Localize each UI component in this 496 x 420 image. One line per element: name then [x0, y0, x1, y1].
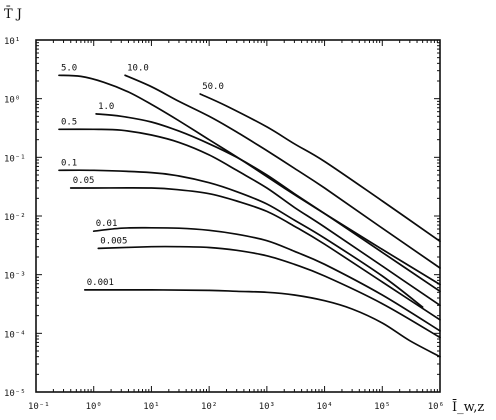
y-tick-label: 10⁻³: [4, 272, 26, 282]
curve-labels: 5.0 10.0 50.0 1.0 0.5 0.1 0.05 0.01 0.005 0.001: [61, 63, 224, 288]
y-tick-labels: 10¹ 10⁰ 10⁻¹ 10⁻² 10⁻³ 10⁻⁴ 10⁻⁵: [4, 37, 26, 399]
curve-label: 50.0: [202, 82, 224, 92]
y-tick-label: 10¹: [4, 37, 20, 47]
x-tick-label: 10²: [201, 402, 217, 412]
curve-label: 0.5: [61, 117, 77, 127]
curve-0-5: [58, 128, 441, 307]
x-tick-label: 10³: [259, 402, 275, 412]
x-tick-label: 10⁵: [374, 402, 390, 412]
curve-50-0: [199, 93, 441, 243]
curve-1-0: [95, 113, 441, 293]
axis-ticks: [35, 39, 441, 393]
curve-10-0: [124, 74, 441, 269]
curve-0-001: [83, 289, 441, 358]
x-tick-label: 10⁶: [428, 402, 444, 412]
x-tick-label: 10⁰: [86, 402, 102, 412]
curve-0-01: [92, 226, 441, 332]
curve-label: 0.1: [61, 158, 77, 168]
curves: [58, 74, 441, 358]
curve-label: 0.01: [96, 219, 118, 229]
y-tick-label: 10⁻¹: [4, 154, 26, 164]
x-tick-label: 10⁻¹: [28, 402, 50, 412]
curve-label: 0.001: [87, 278, 114, 288]
curve-label: 0.05: [73, 176, 95, 186]
y-tick-label: 10⁻⁴: [4, 330, 26, 340]
plot-frame: [35, 39, 441, 393]
y-tick-label: 10⁻²: [4, 213, 26, 223]
x-tick-label: 10⁴: [316, 402, 332, 412]
x-tick-labels: 10⁻¹ 10⁰ 10¹ 10² 10³ 10⁴ 10⁵ 10⁶: [28, 402, 444, 412]
curve-label: 1.0: [98, 102, 114, 112]
curve-0-005: [97, 245, 441, 339]
curve-label: 10.0: [127, 63, 149, 73]
curve-label: 0.005: [100, 236, 127, 246]
y-axis-label: T̄ J: [4, 6, 22, 22]
x-axis-label: Ī_w,z: [452, 399, 484, 415]
curve-0-05: [69, 187, 441, 321]
y-tick-label: 10⁻⁵: [4, 389, 26, 399]
curve-0-1: [58, 169, 424, 308]
x-tick-label: 10¹: [143, 402, 159, 412]
curve-label: 5.0: [61, 63, 77, 73]
y-tick-label: 10⁰: [4, 96, 20, 106]
